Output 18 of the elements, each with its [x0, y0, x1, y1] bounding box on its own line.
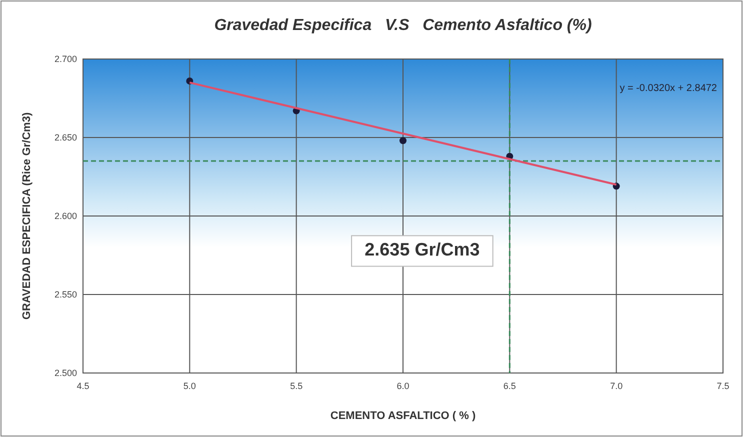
x-tick-label: 5.5 — [290, 381, 303, 391]
x-tick-label: 7.5 — [716, 381, 730, 391]
y-tick-label: 2.500 — [54, 368, 77, 378]
y-axis-title: GRAVEDAD ESPECIFICA (Rice Gr/Cm3) — [21, 112, 33, 320]
x-tick-label: 7.0 — [610, 381, 623, 391]
annotation: 2.635 Gr/Cm3 — [364, 240, 480, 260]
y-tick-label: 2.650 — [54, 132, 77, 142]
chart-title: Gravedad Especifica V.S Cemento Asfaltico (%) — [214, 17, 592, 34]
y-tick-label: 2.600 — [54, 211, 77, 221]
x-tick-label: 4.5 — [76, 381, 90, 391]
point — [400, 137, 406, 144]
y-tick-label: 2.700 — [54, 54, 77, 64]
x-tick-label: 6.0 — [396, 381, 410, 391]
y-tick-label: 2.550 — [54, 290, 77, 300]
x-tick-label: 6.5 — [503, 381, 516, 391]
annotation: y = -0.0320x + 2.8472 — [620, 83, 718, 94]
x-axis-title: CEMENTO ASFALTICO ( % ) — [330, 410, 476, 422]
x-tick-label: 5.0 — [183, 381, 196, 391]
